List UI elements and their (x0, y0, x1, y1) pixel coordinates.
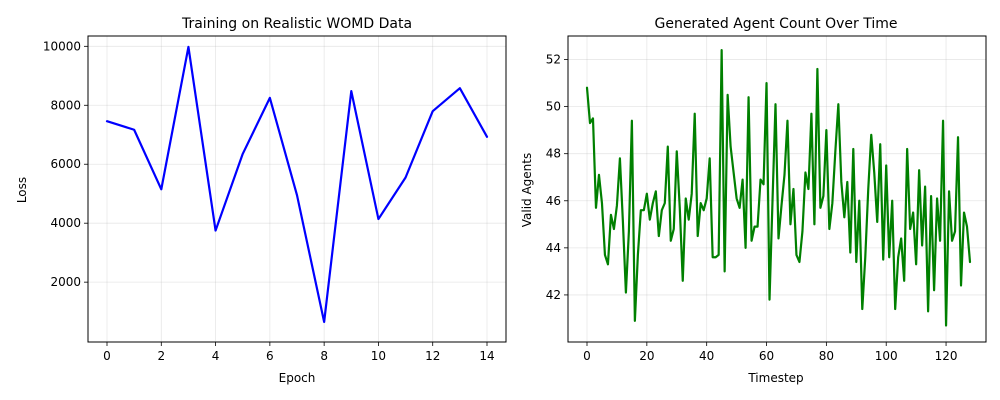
agent-count-chart-ytick-label: 50 (546, 100, 561, 114)
agent-count-chart-plot-frame (567, 35, 987, 343)
loss-chart-ytick-label: 4000 (50, 216, 81, 230)
agent-count-chart-xtick-label: 60 (759, 349, 774, 363)
loss-chart-ytick-label: 2000 (50, 275, 81, 289)
agent-count-chart-xtick-label: 120 (935, 349, 958, 363)
loss-chart-xtick-label: 12 (425, 349, 440, 363)
agent-count-chart-series-line (585, 49, 972, 327)
agent-count-chart-ytick-label: 42 (546, 288, 561, 302)
loss-chart-xtick-label: 0 (103, 349, 111, 363)
loss-chart-ylabel: Loss (15, 177, 29, 203)
loss-chart-ytick-label: 8000 (50, 98, 81, 112)
loss-chart-plot-frame (87, 35, 507, 343)
agent-count-chart-title: Generated Agent Count Over Time (654, 16, 897, 32)
agent-count-chart-ytick-label: 52 (546, 53, 561, 67)
agent-count-chart: Generated Agent Count Over Time Timestep… (520, 16, 987, 385)
loss-chart-ytick-label: 6000 (50, 157, 81, 171)
agent-count-chart-xtick-label: 100 (875, 349, 898, 363)
agent-count-chart-ytick-label: 46 (546, 194, 561, 208)
agent-count-chart-ytick-label: 48 (546, 147, 561, 161)
loss-chart-xlabel: Epoch (279, 371, 316, 385)
loss-chart-ticks: 0 2 4 6 8 10 12 14 2000 4000 6000 8000 10000 (43, 39, 495, 363)
loss-chart-xtick-label: 8 (320, 349, 328, 363)
loss-chart-xtick-label: 14 (479, 349, 494, 363)
loss-chart-xtick-label: 4 (212, 349, 220, 363)
loss-chart-marks (105, 45, 489, 324)
loss-chart-title: Training on Realistic WOMD Data (181, 16, 412, 32)
agent-count-chart-ylabel: Valid Agents (520, 153, 534, 228)
agent-count-chart-xlabel: Timestep (747, 371, 803, 385)
agent-count-chart-xtick-label: 0 (583, 349, 591, 363)
loss-chart-grid (88, 36, 506, 342)
loss-chart-xtick-label: 6 (266, 349, 274, 363)
agent-count-chart-ticks: 0 20 40 60 80 100 120 42 44 46 48 50 52 (546, 53, 958, 363)
loss-chart-xtick-label: 10 (371, 349, 386, 363)
agent-count-chart-xtick-label: 20 (639, 349, 654, 363)
agent-count-chart-xtick-label: 40 (699, 349, 714, 363)
loss-chart: Training on Realistic WOMD Data Epoch Lo… (15, 16, 507, 385)
agent-count-chart-marks (585, 49, 972, 327)
loss-chart-ytick-label: 10000 (43, 39, 81, 53)
agent-count-chart-xtick-label: 80 (819, 349, 834, 363)
loss-chart-xtick-label: 2 (157, 349, 165, 363)
agent-count-chart-ytick-label: 44 (546, 241, 561, 255)
loss-chart-series-line (105, 45, 489, 324)
